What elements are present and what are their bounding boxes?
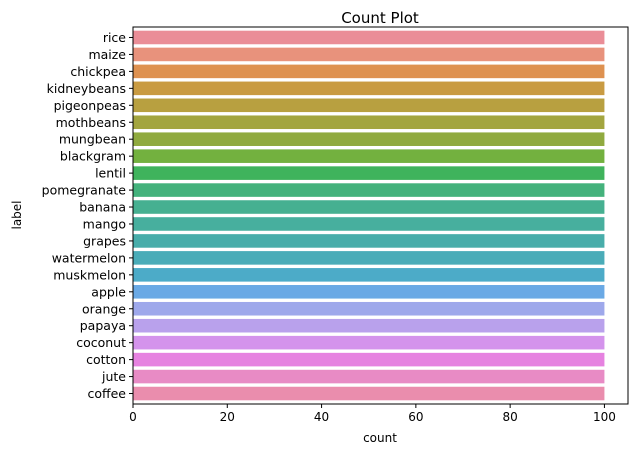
y-tick-label: rice — [103, 30, 126, 45]
y-tick-label: grapes — [83, 233, 126, 248]
y-tick-label: mothbeans — [56, 115, 126, 130]
y-tick-label: apple — [91, 284, 126, 299]
y-tick-label: papaya — [80, 318, 126, 333]
bar-coffee — [133, 386, 605, 401]
bar-mango — [133, 217, 605, 231]
bar-pigeonpeas — [133, 98, 605, 113]
x-tick-label: 40 — [314, 410, 329, 424]
bar-muskmelon — [133, 268, 605, 282]
y-axis-label: label — [10, 200, 24, 229]
y-tick-label: chickpea — [70, 64, 126, 79]
bar-coconut — [133, 335, 605, 350]
bar-grapes — [133, 234, 605, 248]
x-tick-label: 0 — [129, 410, 137, 424]
x-axis-label: count — [363, 431, 397, 445]
bar-orange — [133, 301, 605, 316]
y-tick-label: pigeonpeas — [54, 98, 126, 113]
y-tick-label: lentil — [95, 166, 126, 181]
y-tick-label: mango — [83, 216, 126, 231]
bar-pomegranate — [133, 183, 605, 197]
y-tick-label: coffee — [87, 386, 126, 401]
x-tick-label: 80 — [503, 410, 518, 424]
y-tick-label: coconut — [76, 335, 126, 350]
y-tick-label: orange — [82, 301, 126, 316]
bar-blackgram — [133, 149, 605, 163]
y-tick-label: banana — [79, 200, 126, 215]
y-tick-label: watermelon — [52, 250, 126, 265]
y-tick-label: jute — [101, 369, 126, 384]
y-tick-label: pomegranate — [42, 183, 127, 198]
plot-frame — [132, 26, 629, 405]
bar-lentil — [133, 166, 605, 180]
bar-maize — [133, 47, 605, 62]
bar-banana — [133, 200, 605, 214]
bar-mothbeans — [133, 115, 605, 130]
bar-mungbean — [133, 132, 605, 146]
y-tick-label: blackgram — [60, 149, 126, 164]
bar-papaya — [133, 318, 605, 333]
y-tick-label: cotton — [86, 352, 126, 367]
y-tick-label: muskmelon — [53, 267, 126, 282]
x-ticks: 0 20 40 60 80 100 — [129, 404, 616, 424]
y-tick-label: maize — [88, 47, 126, 62]
bar-jute — [133, 369, 605, 384]
x-tick-label: 60 — [408, 410, 423, 424]
bar-apple — [133, 285, 605, 299]
bar-watermelon — [133, 251, 605, 265]
y-tick-label: kidneybeans — [47, 81, 126, 96]
bar-cotton — [133, 352, 605, 367]
y-tick-label: mungbean — [59, 132, 126, 147]
bars-group — [133, 30, 605, 401]
x-tick-label: 100 — [593, 410, 616, 424]
bar-kidneybeans — [133, 81, 605, 96]
y-tick-labels: rice maize chickpea kidneybeans pigeonpeas mo… — [42, 30, 133, 401]
chart-title: Count Plot — [341, 9, 419, 27]
bar-chickpea — [133, 64, 605, 79]
x-tick-label: 20 — [220, 410, 235, 424]
bar-rice — [133, 30, 605, 45]
